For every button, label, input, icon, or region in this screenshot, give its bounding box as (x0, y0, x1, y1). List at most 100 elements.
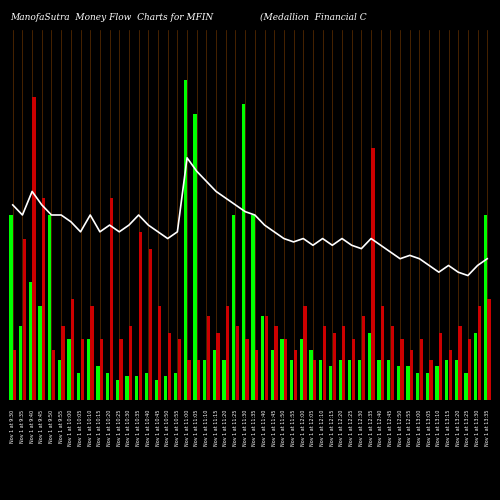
Bar (135, 376, 138, 400)
Bar (280, 340, 283, 400)
Bar (38, 306, 42, 400)
Bar (468, 340, 471, 400)
Bar (242, 104, 245, 400)
Bar (358, 360, 361, 400)
Text: ManofaSutra  Money Flow  Charts for MFIN: ManofaSutra Money Flow Charts for MFIN (10, 12, 213, 22)
Bar (13, 350, 16, 400)
Bar (216, 332, 220, 400)
Bar (90, 306, 94, 400)
Bar (222, 360, 226, 400)
Bar (126, 376, 129, 400)
Bar (71, 299, 74, 400)
Bar (436, 366, 438, 400)
Bar (290, 360, 294, 400)
Bar (52, 350, 55, 400)
Bar (464, 373, 468, 400)
Bar (194, 114, 196, 400)
Bar (420, 340, 423, 400)
Bar (158, 306, 162, 400)
Bar (274, 326, 278, 400)
Bar (197, 360, 200, 400)
Bar (261, 316, 264, 400)
Bar (448, 350, 452, 400)
Bar (377, 360, 380, 400)
Bar (206, 316, 210, 400)
Bar (32, 98, 35, 400)
Bar (110, 198, 113, 400)
Bar (400, 340, 404, 400)
Bar (300, 340, 303, 400)
Bar (187, 360, 190, 400)
Bar (62, 326, 64, 400)
Bar (145, 373, 148, 400)
Bar (426, 373, 429, 400)
Bar (264, 316, 268, 400)
Bar (139, 232, 142, 400)
Bar (148, 248, 152, 400)
Bar (352, 340, 355, 400)
Bar (129, 326, 132, 400)
Bar (387, 360, 390, 400)
Bar (255, 350, 258, 400)
Bar (252, 215, 254, 400)
Bar (362, 316, 365, 400)
Bar (319, 360, 322, 400)
Bar (329, 366, 332, 400)
Bar (96, 366, 100, 400)
Bar (381, 306, 384, 400)
Bar (22, 238, 26, 400)
Bar (58, 360, 61, 400)
Bar (164, 376, 168, 400)
Bar (371, 148, 374, 400)
Bar (332, 332, 336, 400)
Bar (368, 332, 371, 400)
Bar (445, 360, 448, 400)
Text: (Medallion  Financial C: (Medallion Financial C (260, 12, 366, 22)
Bar (323, 326, 326, 400)
Bar (342, 326, 345, 400)
Bar (168, 332, 171, 400)
Bar (478, 306, 481, 400)
Bar (10, 215, 12, 400)
Bar (174, 373, 177, 400)
Bar (484, 215, 487, 400)
Bar (439, 332, 442, 400)
Bar (430, 360, 432, 400)
Bar (396, 366, 400, 400)
Bar (270, 350, 274, 400)
Bar (410, 350, 414, 400)
Bar (120, 340, 123, 400)
Bar (212, 350, 216, 400)
Bar (184, 80, 187, 400)
Bar (294, 350, 297, 400)
Bar (454, 360, 458, 400)
Bar (19, 326, 22, 400)
Bar (86, 340, 90, 400)
Bar (80, 340, 84, 400)
Bar (226, 306, 230, 400)
Bar (106, 373, 110, 400)
Bar (406, 366, 410, 400)
Bar (338, 360, 342, 400)
Bar (348, 360, 352, 400)
Bar (246, 340, 248, 400)
Bar (236, 326, 239, 400)
Bar (100, 340, 103, 400)
Bar (68, 340, 70, 400)
Bar (203, 360, 206, 400)
Bar (28, 282, 32, 400)
Bar (310, 350, 313, 400)
Bar (284, 340, 288, 400)
Bar (77, 373, 80, 400)
Bar (304, 306, 306, 400)
Bar (116, 380, 119, 400)
Bar (48, 215, 51, 400)
Bar (178, 340, 181, 400)
Bar (390, 326, 394, 400)
Bar (154, 380, 158, 400)
Bar (232, 215, 235, 400)
Bar (458, 326, 462, 400)
Bar (313, 360, 316, 400)
Bar (42, 198, 45, 400)
Bar (474, 332, 478, 400)
